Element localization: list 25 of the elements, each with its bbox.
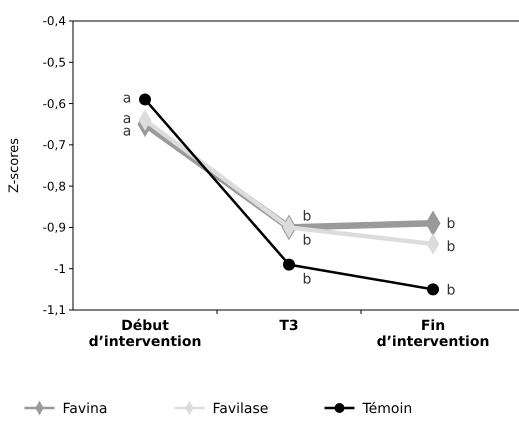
annotation: b (302, 208, 312, 224)
annotation: b (446, 216, 456, 232)
legend-label: Témoin (362, 400, 412, 417)
y-tick-label: -0,9 (42, 220, 66, 235)
annotation: b (446, 282, 456, 298)
legend-label: Favina (62, 400, 108, 417)
y-tick-label: -1,1 (42, 303, 66, 318)
y-tick-label: -1 (54, 262, 66, 276)
y-axis-title: Z-scores (7, 138, 22, 194)
annotation: b (302, 271, 312, 288)
x-tick-label: Début d’intervention (88, 318, 202, 350)
point (139, 93, 151, 106)
x-tick-label: Fin d’intervention (376, 318, 490, 350)
point (427, 283, 439, 296)
y-tick-label: -0,4 (42, 14, 66, 28)
annotation: b (302, 232, 312, 249)
y-tick-label: -0,8 (42, 179, 66, 194)
y-tick-label: -0,5 (42, 55, 66, 70)
y-tick-label: -0,6 (42, 96, 66, 111)
point (283, 258, 295, 271)
annotation: b (446, 238, 456, 255)
y-tick-label: -0,7 (42, 138, 66, 152)
x-tick-label: T3 (279, 318, 299, 334)
annotation: a (122, 90, 132, 106)
legend-label: Favilase (212, 400, 268, 417)
